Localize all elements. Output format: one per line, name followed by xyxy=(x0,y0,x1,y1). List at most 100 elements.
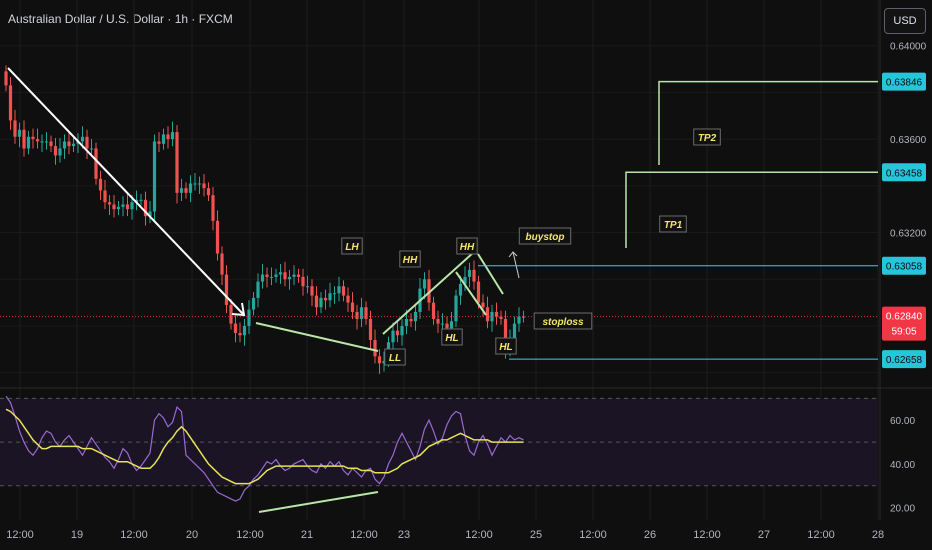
candle xyxy=(310,286,314,296)
time-tick: 21 xyxy=(301,529,313,541)
candle xyxy=(242,325,247,336)
chart-title: Australian Dollar / U.S. Dollar · 1h · F… xyxy=(8,12,233,26)
candle xyxy=(211,195,215,221)
current-price-tag xyxy=(882,306,926,341)
candle xyxy=(476,281,481,303)
pullback-line-2[interactable] xyxy=(477,253,504,295)
candle xyxy=(359,307,364,319)
label-lh-box xyxy=(341,237,363,255)
candle xyxy=(134,199,139,203)
candle xyxy=(13,120,17,137)
time-tick: 12:00 xyxy=(236,529,264,541)
drawings[interactable]: LH HH HH LL HL HL buystop stoploss TP1 TP2 xyxy=(0,67,878,513)
candle xyxy=(206,188,211,196)
pullback-line-1[interactable] xyxy=(455,271,487,316)
candle xyxy=(436,318,440,324)
candle xyxy=(197,183,202,185)
buystop-arrowhead xyxy=(508,251,518,258)
candle xyxy=(107,202,112,205)
label-tp1-box xyxy=(659,215,687,233)
price-tag-tp2 xyxy=(882,72,926,91)
candle xyxy=(40,141,44,143)
label-hl2-box xyxy=(495,337,517,355)
candle xyxy=(413,311,418,322)
impulse-line[interactable] xyxy=(382,251,475,335)
price-tag-stop xyxy=(882,350,926,369)
price-tags: 0.63846 0.63458 0.63058 0.62658 0.62840 59:05 xyxy=(882,72,926,369)
candle xyxy=(71,143,76,147)
candle xyxy=(332,293,337,295)
divergence-line-price[interactable] xyxy=(255,322,379,352)
price-tag-entry-label: 0.63058 xyxy=(886,262,923,273)
candle xyxy=(494,311,499,317)
candle xyxy=(269,276,274,278)
label-hl1-box xyxy=(441,328,463,346)
candle xyxy=(170,132,175,140)
candle xyxy=(8,85,13,121)
candle xyxy=(521,316,526,318)
candle xyxy=(512,323,517,340)
label-hl1: HL xyxy=(445,333,458,344)
candle xyxy=(409,318,413,322)
label-tp2: TP2 xyxy=(698,133,717,144)
candle xyxy=(341,286,346,296)
tp1-bracket[interactable] xyxy=(625,171,878,248)
time-tick: 12:00 xyxy=(693,529,721,541)
candle xyxy=(22,129,26,149)
candle xyxy=(220,253,224,275)
axes: 0.64000 0.63600 0.63200 60.00 40.00 20.00 12:0… xyxy=(6,42,926,541)
candle xyxy=(400,325,404,336)
label-hh1: HH xyxy=(403,255,418,266)
candle xyxy=(454,295,458,322)
candle xyxy=(166,134,170,140)
candle xyxy=(319,297,323,308)
label-hh2-box xyxy=(456,237,478,255)
candle xyxy=(26,136,31,149)
time-tick: 19 xyxy=(71,529,83,541)
trend-line[interactable] xyxy=(7,67,244,315)
candle xyxy=(422,279,427,289)
candle xyxy=(265,274,269,277)
candle xyxy=(103,190,107,203)
candle xyxy=(85,136,89,149)
candle xyxy=(301,276,305,287)
price-tick: 0.64000 xyxy=(890,42,927,53)
candle xyxy=(157,141,161,144)
price-tag-tp2-label: 0.63846 xyxy=(886,78,923,89)
candle xyxy=(440,323,445,325)
candle xyxy=(472,269,476,282)
candle xyxy=(260,274,265,282)
candle xyxy=(431,302,436,319)
candle xyxy=(328,293,332,301)
candle xyxy=(188,183,193,193)
candle xyxy=(296,274,301,277)
candle xyxy=(404,318,409,326)
candle xyxy=(4,71,8,86)
time-tick: 23 xyxy=(398,529,410,541)
candle xyxy=(193,183,197,185)
candle xyxy=(121,204,125,207)
rsi-pane xyxy=(0,395,878,502)
candle xyxy=(112,204,116,210)
time-tick: 20 xyxy=(186,529,198,541)
trend-arrowhead xyxy=(231,302,246,317)
tp2-bracket[interactable] xyxy=(658,80,878,165)
candle xyxy=(80,136,85,142)
candle xyxy=(350,302,355,312)
candle xyxy=(346,295,350,303)
candle xyxy=(274,274,278,277)
candle xyxy=(247,309,251,326)
candle xyxy=(233,323,238,333)
candle xyxy=(202,183,206,189)
currency-button[interactable]: USD xyxy=(884,8,926,34)
candle xyxy=(503,318,508,350)
candle xyxy=(89,148,94,150)
candle xyxy=(256,281,260,298)
candle xyxy=(287,276,292,280)
candle xyxy=(283,272,287,280)
candle xyxy=(35,139,40,142)
time-tick: 28 xyxy=(872,529,884,541)
label-lh: LH xyxy=(345,242,359,253)
divergence-line-rsi[interactable] xyxy=(258,491,379,513)
